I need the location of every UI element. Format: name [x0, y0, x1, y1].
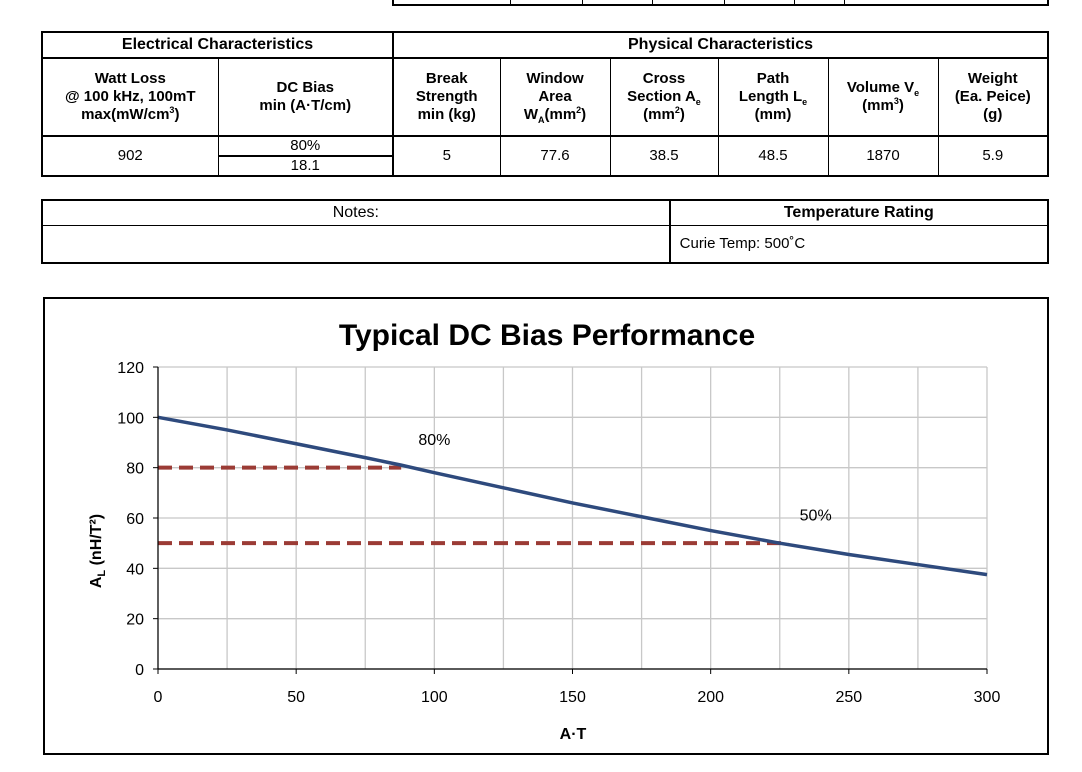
chart-title: Typical DC Bias Performance	[339, 319, 755, 352]
cross-section-header: Cross Section Ae (mm2)	[609, 57, 719, 137]
dc-bias-value: 18.1	[217, 155, 394, 177]
reference-label-80: 80%	[418, 432, 450, 449]
watt-loss-value: 902	[41, 135, 219, 177]
x-tick-label: 100	[421, 689, 448, 706]
y-tick-label: 80	[126, 461, 144, 478]
x-tick-label: 250	[835, 689, 862, 706]
x-tick-label: 0	[154, 689, 163, 706]
physical-section-title: Physical Characteristics	[392, 31, 1049, 59]
curie-temp: Curie Temp: 500˚C	[668, 225, 1049, 264]
weight-header: Weight (Ea. Peice) (g)	[937, 57, 1049, 137]
x-axis-label: A·T	[560, 726, 587, 743]
characteristics-table: Electrical Characteristics Physical Char…	[41, 31, 1049, 177]
volume-value: 1870	[827, 135, 939, 177]
x-tick-label: 50	[287, 689, 305, 706]
notes-label: Notes:	[41, 199, 671, 226]
x-tick-label: 200	[697, 689, 724, 706]
y-tick-label: 40	[126, 561, 144, 578]
y-tick-label: 20	[126, 612, 144, 629]
dc-bias-percent: 80%	[217, 135, 394, 157]
x-tick-label: 300	[974, 689, 1001, 706]
window-area-value: 77.6	[499, 135, 611, 177]
y-tick-label: 0	[135, 662, 144, 679]
weight-value: 5.9	[937, 135, 1049, 177]
y-tick-label: 60	[126, 511, 144, 528]
break-strength-value: 5	[392, 135, 501, 177]
temperature-rating-label: Temperature Rating	[668, 199, 1049, 226]
y-tick-label: 120	[117, 360, 144, 377]
electrical-section-title: Electrical Characteristics	[41, 31, 394, 59]
notes-table: Notes: Temperature Rating Curie Temp: 50…	[41, 199, 1049, 264]
watt-loss-header: Watt Loss @ 100 kHz, 100mT max(mW/cm3)	[41, 57, 219, 137]
notes-content	[41, 225, 671, 264]
path-length-value: 48.5	[717, 135, 829, 177]
reference-label-50: 50%	[800, 508, 832, 525]
y-tick-label: 100	[117, 410, 144, 427]
dc-bias-header: DC Bias min (A·T/cm)	[217, 57, 394, 137]
volume-header: Volume Ve (mm3)	[827, 57, 939, 137]
cross-section-value: 38.5	[609, 135, 719, 177]
dc-bias-chart: Typical DC Bias Performance 80% 50% 0 20 40…	[43, 297, 1049, 755]
chart-svg: Typical DC Bias Performance 80% 50% 0 20 40…	[88, 319, 1001, 743]
y-axis-label: AL (nH/T²)	[88, 514, 108, 588]
break-strength-header: Break Strength min (kg)	[392, 57, 501, 137]
series-line-0	[157, 415, 988, 577]
path-length-header: Path Length Le (mm)	[717, 57, 829, 137]
window-area-header: Window Area WA(mm2)	[499, 57, 611, 137]
x-tick-label: 150	[559, 689, 586, 706]
top-table-fragment	[392, 0, 1049, 6]
